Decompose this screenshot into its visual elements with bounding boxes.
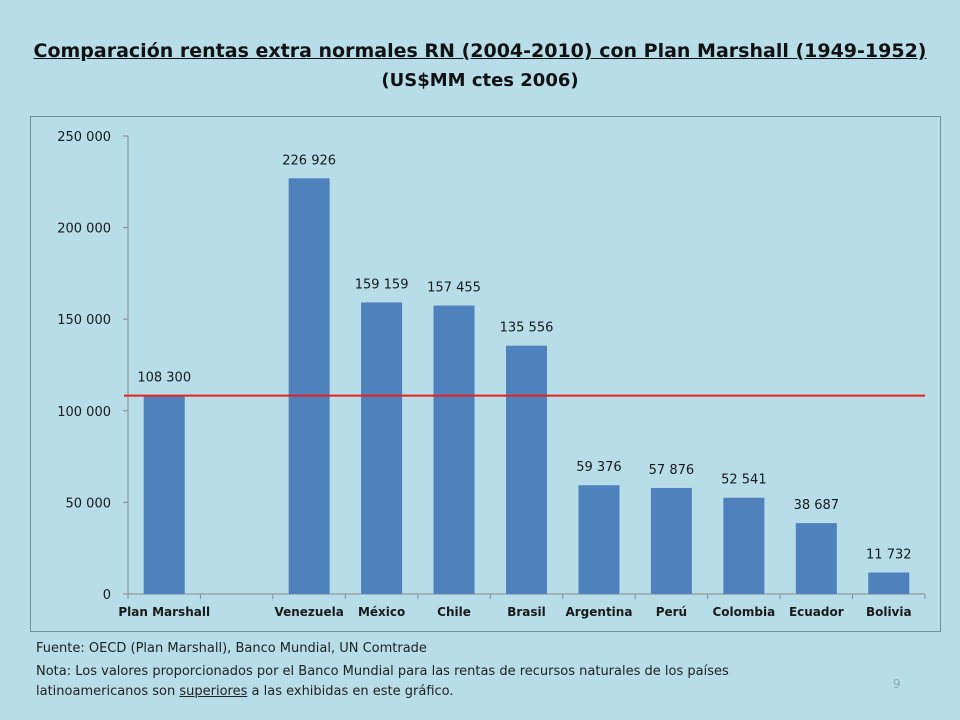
bar-chart: 0 50 000 100 000 150 000 200 000 250 000 108 3…: [57, 130, 926, 619]
data-label: 59 376: [576, 460, 622, 475]
slide-title: Comparación rentas extra normales RN (20…: [33, 40, 927, 62]
chart-frame: [30, 116, 941, 632]
category-label: Brasil: [507, 605, 546, 619]
category-label: Ecuador: [789, 605, 844, 619]
source-note: Fuente: OECD (Plan Marshall), Banco Mund…: [36, 641, 427, 656]
bar: [723, 497, 765, 594]
y-tick-label: 250 000: [57, 130, 111, 145]
y-tick-label: 200 000: [57, 222, 111, 237]
data-label: 57 876: [649, 463, 695, 478]
category-label: Chile: [437, 605, 471, 619]
data-label: 226 926: [282, 153, 336, 168]
y-tick-label: 50 000: [66, 496, 112, 511]
page-number: 9: [893, 677, 901, 691]
category-label: Plan Marshall: [118, 605, 210, 619]
note-line-2-end: a las exhibidas en este gráfico.: [247, 684, 454, 699]
data-label: 157 455: [427, 281, 481, 296]
y-tick-label: 150 000: [57, 313, 111, 328]
y-tick-label: 0: [103, 588, 111, 603]
category-label: Venezuela: [274, 605, 343, 619]
bar: [795, 523, 837, 594]
y-tick-label: 100 000: [57, 405, 111, 420]
bar: [506, 345, 547, 594]
bar: [650, 487, 692, 594]
bar: [361, 302, 403, 594]
bar: [578, 485, 620, 594]
bar: [433, 305, 475, 594]
category-label: México: [358, 605, 405, 619]
data-label: 135 556: [500, 321, 554, 336]
category-label: Perú: [656, 605, 687, 619]
data-label: 38 687: [794, 498, 840, 513]
data-label: 11 732: [866, 548, 912, 563]
note-underlined-word: superiores: [179, 684, 248, 699]
bar: [868, 572, 910, 594]
note-line-2: latinoamericanos son superiores a las ex…: [36, 684, 454, 699]
category-label: Bolivia: [866, 605, 912, 619]
bar: [143, 395, 185, 594]
slide-subtitle: (US$MM ctes 2006): [381, 70, 579, 91]
data-label: 159 159: [355, 277, 409, 292]
data-label: 52 541: [721, 473, 767, 488]
note-line-1: Nota: Los valores proporcionados por el …: [36, 664, 729, 679]
note-line-2-start: latinoamericanos son: [36, 684, 180, 699]
category-label: Argentina: [565, 605, 632, 619]
bar: [288, 178, 330, 594]
category-label: Colombia: [713, 605, 776, 619]
data-label: 108 300: [137, 371, 191, 386]
